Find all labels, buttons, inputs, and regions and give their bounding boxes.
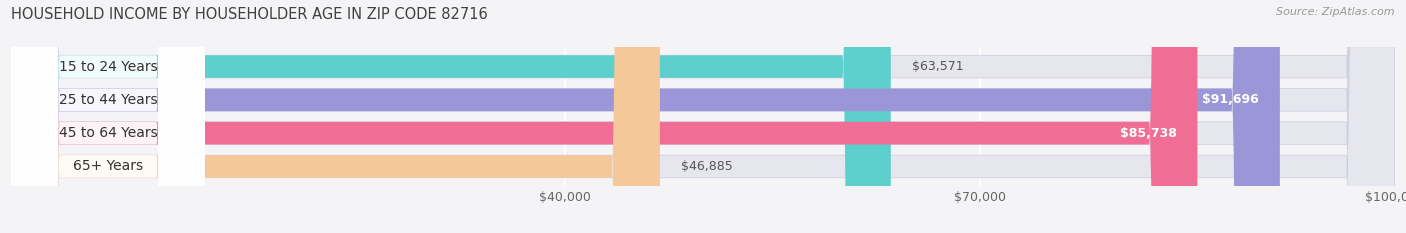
- FancyBboxPatch shape: [11, 0, 1198, 233]
- FancyBboxPatch shape: [11, 0, 659, 233]
- FancyBboxPatch shape: [11, 0, 1279, 233]
- Text: $91,696: $91,696: [1202, 93, 1260, 106]
- Text: 25 to 44 Years: 25 to 44 Years: [59, 93, 157, 107]
- FancyBboxPatch shape: [11, 0, 1395, 233]
- FancyBboxPatch shape: [11, 0, 205, 233]
- Text: 45 to 64 Years: 45 to 64 Years: [59, 126, 157, 140]
- FancyBboxPatch shape: [11, 0, 1395, 233]
- Text: $63,571: $63,571: [911, 60, 963, 73]
- FancyBboxPatch shape: [11, 0, 1395, 233]
- FancyBboxPatch shape: [11, 0, 205, 233]
- FancyBboxPatch shape: [11, 0, 1395, 233]
- FancyBboxPatch shape: [11, 0, 205, 233]
- Text: 15 to 24 Years: 15 to 24 Years: [59, 60, 157, 74]
- FancyBboxPatch shape: [11, 0, 205, 233]
- Text: $46,885: $46,885: [681, 160, 733, 173]
- Text: Source: ZipAtlas.com: Source: ZipAtlas.com: [1277, 7, 1395, 17]
- Text: $85,738: $85,738: [1119, 127, 1177, 140]
- Text: HOUSEHOLD INCOME BY HOUSEHOLDER AGE IN ZIP CODE 82716: HOUSEHOLD INCOME BY HOUSEHOLDER AGE IN Z…: [11, 7, 488, 22]
- Text: 65+ Years: 65+ Years: [73, 159, 143, 173]
- FancyBboxPatch shape: [11, 0, 891, 233]
